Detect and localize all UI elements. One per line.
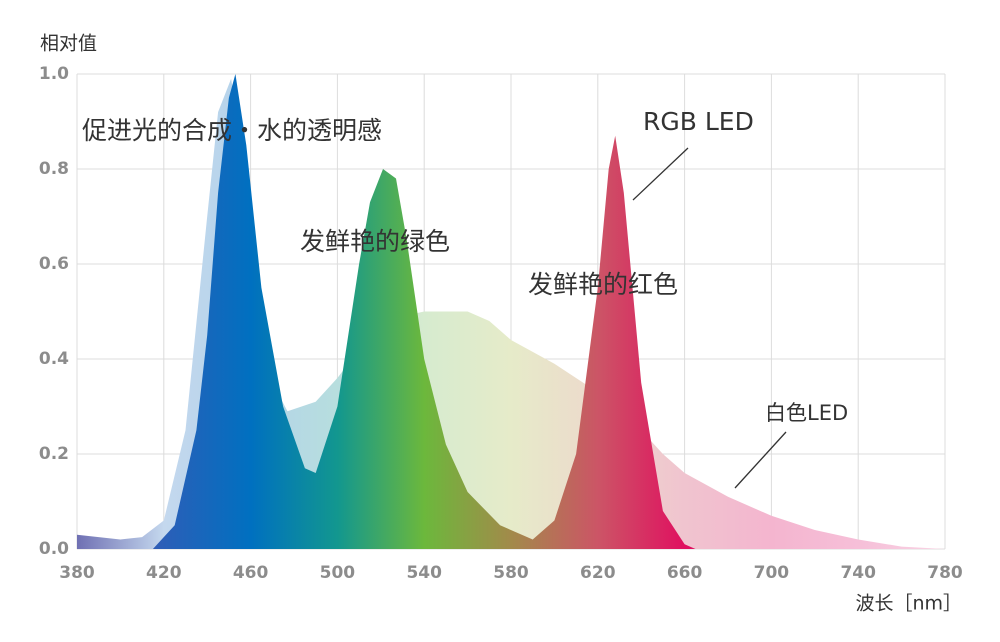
x-axis-title: 波长［nm］ <box>855 593 962 615</box>
x-tick-label: 620 <box>580 563 616 583</box>
area <box>152 74 696 549</box>
y-tick-label: 0.2 <box>39 444 69 464</box>
y-tick-label: 0.8 <box>39 159 69 179</box>
x-tick-label: 380 <box>59 563 95 583</box>
y-tick-label: 1.0 <box>39 64 69 84</box>
x-tick-label: 780 <box>927 563 963 583</box>
annotation: 发鲜艳的绿色 <box>300 227 450 256</box>
y-tick-label: 0.4 <box>39 349 69 369</box>
series-label: 白色LED <box>765 401 848 425</box>
x-tick-label: 700 <box>754 563 790 583</box>
x-tick-label: 740 <box>840 563 876 583</box>
y-tick-label: 0.6 <box>39 254 69 274</box>
x-tick-label: 540 <box>406 563 442 583</box>
leader-line <box>734 431 787 489</box>
annotation: 发鲜艳的红色 <box>528 270 678 299</box>
x-tick-label: 660 <box>667 563 703 583</box>
x-tick-label: 580 <box>493 563 529 583</box>
x-tick-label: 460 <box>233 563 269 583</box>
annotation: 促进光的合成・水的透明感 <box>82 116 382 145</box>
x-tick-label: 420 <box>146 563 182 583</box>
y-axis-title: 相对值 <box>40 33 97 55</box>
y-tick-label: 0.0 <box>39 539 69 559</box>
series-label: RGB LED <box>643 107 754 136</box>
area <box>77 78 945 550</box>
x-tick-label: 500 <box>320 563 356 583</box>
leader-line <box>632 147 689 201</box>
